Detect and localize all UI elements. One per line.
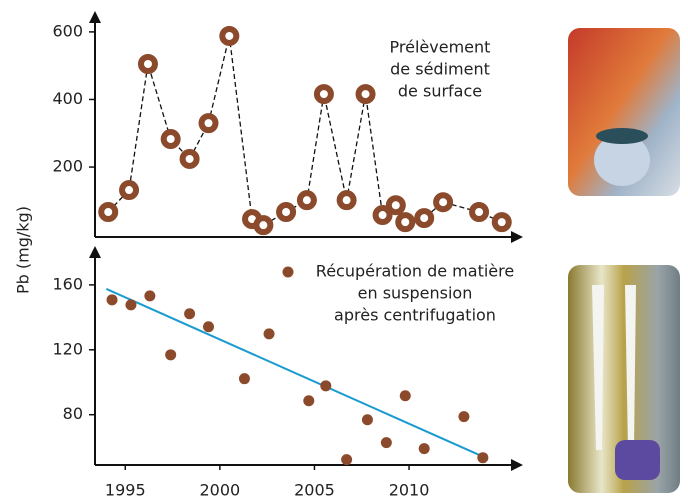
y-tick-label: 80 <box>63 404 83 423</box>
annotation: en suspension <box>358 284 473 303</box>
marker <box>256 218 270 232</box>
photo-detail <box>615 440 660 480</box>
marker <box>122 183 136 197</box>
marker <box>340 193 354 207</box>
point <box>144 290 155 301</box>
annotation: Prélèvement <box>390 38 491 57</box>
x-tick-label: 2005 <box>294 481 335 500</box>
point <box>203 321 214 332</box>
point <box>381 437 392 448</box>
y-tick-label: 200 <box>52 157 83 176</box>
y-tick-label: 160 <box>52 274 83 293</box>
y-tick-label: 600 <box>52 21 83 40</box>
marker <box>279 205 293 219</box>
point <box>165 349 176 360</box>
marker <box>436 195 450 209</box>
marker <box>202 116 216 130</box>
point <box>400 390 411 401</box>
chart: 200 400 600 Prélèvement de sédiment de surfac… <box>0 0 688 500</box>
point <box>303 395 314 406</box>
point <box>341 454 352 465</box>
marker <box>317 87 331 101</box>
marker <box>472 205 486 219</box>
point <box>362 414 373 425</box>
annotation: Récupération de matière <box>316 262 514 281</box>
point <box>320 380 331 391</box>
x-tick-label: 1995 <box>105 481 146 500</box>
y-tick-label: 400 <box>52 89 83 108</box>
y-tick-label: 120 <box>52 339 83 358</box>
annotation: de surface <box>398 82 482 101</box>
annotation: après centrifugation <box>334 306 496 325</box>
marker <box>359 87 373 101</box>
marker <box>101 205 115 219</box>
x-tick-label: 2000 <box>200 481 241 500</box>
annotation-marker <box>283 267 294 278</box>
photo-detail <box>596 128 648 144</box>
point <box>239 373 250 384</box>
marker <box>417 211 431 225</box>
point <box>107 294 118 305</box>
point <box>264 328 275 339</box>
axis-arrow <box>511 231 523 243</box>
x-tick-label: 2010 <box>389 481 430 500</box>
point <box>125 299 136 310</box>
point <box>477 452 488 463</box>
axis-arrow <box>89 246 101 258</box>
marker <box>398 215 412 229</box>
marker <box>222 29 236 43</box>
axis-arrow <box>89 11 101 23</box>
marker <box>389 198 403 212</box>
y-axis-label: Pb (mg/kg) <box>14 206 33 294</box>
point <box>458 411 469 422</box>
marker <box>495 215 509 229</box>
marker <box>164 132 178 146</box>
annotation: de sédiment <box>390 60 490 79</box>
marker <box>300 193 314 207</box>
marker <box>141 57 155 71</box>
axis-arrow <box>511 459 523 471</box>
point <box>184 308 195 319</box>
marker <box>183 152 197 166</box>
point <box>419 443 430 454</box>
